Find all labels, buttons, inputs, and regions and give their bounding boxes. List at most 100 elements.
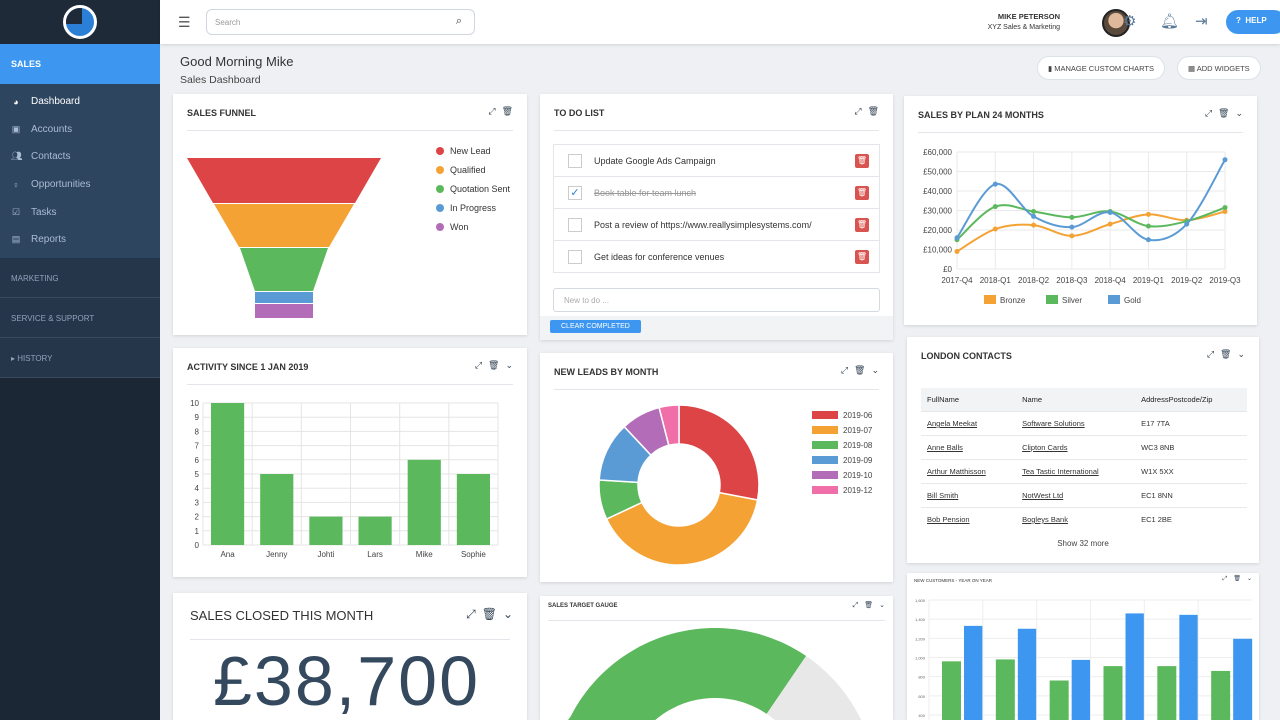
new-leads-widget: NEW LEADS BY MONTH ⤢ 🗑︎ ⌄ 2019-06 2019-07 20… — [540, 353, 893, 582]
show-more-link[interactable]: Show 32 more — [1057, 539, 1109, 548]
sidebar-section-history[interactable]: ▸ HISTORY — [0, 337, 160, 378]
sidebar-item-reports[interactable]: ▤ Reports — [11, 234, 67, 246]
todo-checkbox[interactable]: ✓ — [568, 185, 582, 200]
logout-icon[interactable]: ⇥ — [1195, 13, 1208, 30]
chevron-down-icon[interactable]: ⌄ — [505, 360, 513, 370]
briefcase-icon: ▣ — [11, 123, 21, 134]
expand-icon[interactable]: ⤢ — [854, 106, 862, 116]
delete-todo-button[interactable]: 🗑︎ — [855, 186, 869, 200]
settings-icon[interactable]: ⚙ — [1123, 13, 1137, 30]
company-link[interactable]: NotWest Ltd — [1022, 491, 1064, 500]
contact-name-link[interactable]: Arthur Matthisson — [927, 467, 986, 476]
delete-todo-button[interactable]: 🗑︎ — [855, 218, 869, 232]
contact-name-link[interactable]: Angela Meekat — [927, 419, 978, 428]
column-header[interactable]: Name — [1016, 388, 1136, 412]
menu-icon[interactable]: ☰ — [178, 14, 191, 30]
expand-icon[interactable]: ⤢ — [1222, 576, 1228, 582]
chevron-down-icon[interactable]: ⌄ — [1235, 108, 1243, 118]
company-link[interactable]: Bogleys Bank — [1022, 515, 1068, 524]
contact-name-link[interactable]: Bill Smith — [927, 491, 959, 500]
expand-icon[interactable]: ⤢ — [474, 360, 483, 370]
delete-todo-button[interactable]: 🗑︎ — [855, 250, 869, 264]
avatar[interactable] — [1102, 9, 1130, 37]
chevron-down-icon[interactable]: ⌄ — [1237, 349, 1245, 359]
data-point — [954, 248, 960, 254]
new-todo-input[interactable]: New to do ... — [553, 288, 880, 312]
chevron-down-icon[interactable]: ⌄ — [502, 607, 513, 621]
search-input[interactable]: Search ⌕ — [206, 9, 475, 35]
expand-icon[interactable]: ⤢ — [1206, 349, 1215, 359]
line-chart: £0 £10,000 £20,000 £30,000 £40,000 £50,000 £60… — [923, 148, 1241, 305]
trash-icon[interactable]: 🗑︎ — [867, 106, 879, 116]
trash-icon[interactable]: 🗑︎ — [864, 602, 874, 609]
trash-icon[interactable]: 🗑︎ — [488, 360, 500, 370]
sales-funnel-widget: SALES FUNNEL ⤢ 🗑︎ New Lead Qualified Quotat… — [173, 94, 527, 335]
manage-custom-charts-button[interactable]: ▮ MANAGE CUSTOM CHARTS — [1037, 56, 1165, 80]
clear-completed-button[interactable]: CLEAR COMPLETED — [550, 320, 641, 333]
company-link[interactable]: Software Solutions — [1022, 419, 1085, 428]
sidebar-item-tasks[interactable]: ☑ Tasks — [11, 206, 57, 218]
y-tick-label: 600 — [918, 694, 925, 699]
postcode: EC1 8NN — [1135, 483, 1247, 508]
expand-icon[interactable]: ⤢ — [466, 607, 476, 621]
trash-icon[interactable]: 🗑︎ — [1233, 576, 1241, 582]
y-tick-label: £0 — [943, 265, 952, 274]
y-tick-label: 1,200 — [915, 636, 926, 641]
company-link[interactable]: Tea Tastic International — [1022, 467, 1099, 476]
table-row: Anne Balls Clipton Cards WC3 8NB — [921, 435, 1247, 460]
data-point — [1222, 208, 1228, 214]
sidebar-item-contacts[interactable]: 👥︎ Contacts — [11, 151, 71, 163]
bar — [942, 661, 961, 720]
sidebar-item-accounts[interactable]: ▣ Accounts — [11, 123, 73, 135]
widget-title: SALES CLOSED THIS MONTH — [190, 608, 374, 623]
contact-name-link[interactable]: Anne Balls — [927, 443, 963, 452]
trash-icon[interactable]: 🗑︎ — [501, 106, 513, 116]
trash-icon[interactable]: 🗑︎ — [481, 607, 497, 621]
trash-icon[interactable]: 🗑︎ — [854, 365, 866, 375]
funnel-new-lead — [187, 158, 381, 203]
todo-checkbox[interactable] — [568, 249, 582, 264]
sidebar-item-opportunities[interactable]: ♀ Opportunities — [12, 179, 91, 191]
sidebar-section-sales[interactable]: SALES — [0, 44, 160, 84]
check-square-icon: ☑ — [11, 206, 21, 217]
expand-icon[interactable]: ⤢ — [1204, 108, 1213, 118]
data-point — [1069, 224, 1075, 230]
sidebar-item-dashboard[interactable]: ◕ Dashboard — [0, 88, 160, 116]
data-point — [1031, 213, 1037, 219]
y-tick-label: 800 — [918, 675, 925, 680]
y-tick-label: 3 — [195, 498, 200, 507]
add-widgets-button[interactable]: ▦ ADD WIDGETS — [1177, 56, 1261, 80]
sidebar-section-marketing[interactable]: MARKETING — [0, 257, 160, 298]
chevron-down-icon[interactable]: ⌄ — [1246, 576, 1252, 582]
gauge-remaining-arc — [766, 656, 877, 720]
company-link[interactable]: Clipton Cards — [1022, 443, 1068, 452]
logo[interactable] — [0, 0, 160, 44]
contact-name-link[interactable]: Bob Pension — [927, 515, 970, 524]
expand-icon[interactable]: ⤢ — [488, 106, 496, 116]
y-tick-label: 1 — [195, 527, 200, 536]
table-row: Arthur Matthisson Tea Tastic Internationa… — [921, 459, 1247, 484]
bell-icon[interactable]: 🔔︎ — [1160, 13, 1180, 30]
x-tick-label: 2018-Q3 — [1056, 276, 1088, 285]
expand-icon[interactable]: ⤢ — [852, 602, 859, 609]
x-tick-label: 2019-Q3 — [1209, 276, 1241, 285]
search-icon[interactable]: ⌕ — [455, 15, 462, 27]
column-header[interactable]: FullName — [921, 388, 1017, 412]
bar — [358, 516, 392, 545]
help-button[interactable]: ? HELP — [1226, 10, 1280, 34]
donut-chart: 2019-06 2019-07 2019-08 2019-09 2019-10 2019-… — [598, 404, 873, 566]
todo-checkbox[interactable] — [568, 217, 582, 232]
bar — [1049, 680, 1069, 720]
expand-icon[interactable]: ⤢ — [840, 365, 849, 375]
column-header[interactable]: AddressPostcode/Zip — [1135, 388, 1247, 412]
delete-todo-button[interactable]: 🗑︎ — [855, 154, 869, 168]
x-tick-label: Ana — [220, 550, 235, 559]
trash-icon[interactable]: 🗑︎ — [1220, 349, 1232, 359]
chevron-down-icon[interactable]: ⌄ — [871, 365, 879, 375]
todo-checkbox[interactable] — [568, 153, 582, 168]
trash-icon[interactable]: 🗑︎ — [1218, 108, 1230, 118]
legend-label: 2019-07 — [843, 426, 873, 435]
x-tick-label: 2018-Q2 — [1018, 276, 1050, 285]
sidebar-section-service[interactable]: SERVICE & SUPPORT — [0, 297, 160, 338]
chevron-down-icon[interactable]: ⌄ — [879, 602, 885, 609]
